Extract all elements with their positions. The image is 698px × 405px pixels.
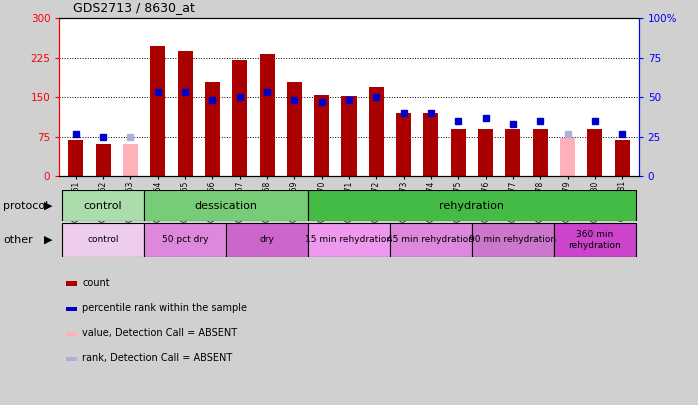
Bar bbox=[144, 223, 226, 257]
Bar bbox=[123, 143, 138, 176]
Text: control: control bbox=[84, 200, 122, 211]
Bar bbox=[308, 223, 390, 257]
Bar bbox=[615, 141, 630, 176]
Text: value, Detection Call = ABSENT: value, Detection Call = ABSENT bbox=[82, 328, 237, 338]
Bar bbox=[177, 51, 193, 176]
Bar bbox=[369, 87, 384, 176]
Bar bbox=[314, 95, 329, 176]
Text: control: control bbox=[87, 235, 119, 245]
Bar bbox=[396, 113, 411, 176]
Bar bbox=[226, 223, 308, 257]
Bar bbox=[308, 190, 636, 221]
Text: rehydration: rehydration bbox=[440, 200, 505, 211]
Text: protocol: protocol bbox=[3, 200, 49, 211]
Text: rank, Detection Call = ABSENT: rank, Detection Call = ABSENT bbox=[82, 353, 232, 363]
Bar bbox=[560, 138, 575, 176]
Bar bbox=[287, 83, 302, 176]
Bar bbox=[424, 113, 438, 176]
Bar bbox=[150, 46, 165, 176]
Bar bbox=[478, 129, 493, 176]
Bar bbox=[533, 129, 548, 176]
Text: GDS2713 / 8630_at: GDS2713 / 8630_at bbox=[73, 1, 195, 14]
Text: other: other bbox=[3, 235, 34, 245]
Bar bbox=[260, 53, 274, 176]
Bar bbox=[390, 223, 472, 257]
Text: 45 min rehydration: 45 min rehydration bbox=[387, 235, 475, 245]
Text: ▶: ▶ bbox=[44, 235, 52, 245]
Bar bbox=[68, 141, 83, 176]
Bar bbox=[472, 223, 554, 257]
Text: 50 pct dry: 50 pct dry bbox=[162, 235, 208, 245]
Bar bbox=[588, 129, 602, 176]
Bar bbox=[62, 223, 144, 257]
Text: dry: dry bbox=[260, 235, 274, 245]
Text: count: count bbox=[82, 278, 110, 288]
Bar bbox=[205, 83, 220, 176]
Text: 360 min
rehydration: 360 min rehydration bbox=[569, 230, 621, 249]
Text: ▶: ▶ bbox=[44, 200, 52, 211]
Bar bbox=[232, 60, 247, 176]
Bar bbox=[451, 129, 466, 176]
Bar bbox=[96, 143, 110, 176]
Text: 90 min rehydration: 90 min rehydration bbox=[469, 235, 556, 245]
Text: 15 min rehydration: 15 min rehydration bbox=[306, 235, 392, 245]
Bar bbox=[62, 190, 144, 221]
Bar bbox=[341, 96, 357, 176]
Text: dessication: dessication bbox=[195, 200, 258, 211]
Bar bbox=[554, 223, 636, 257]
Bar bbox=[144, 190, 308, 221]
Text: percentile rank within the sample: percentile rank within the sample bbox=[82, 303, 247, 313]
Bar bbox=[505, 129, 521, 176]
